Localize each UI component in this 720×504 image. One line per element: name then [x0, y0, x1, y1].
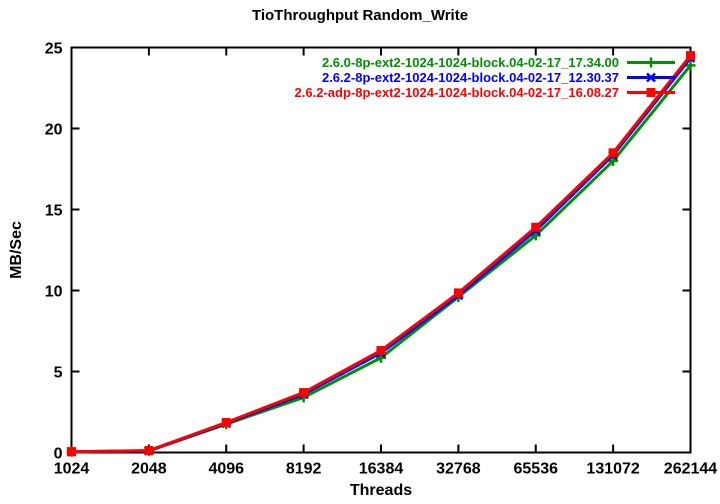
series-line-1 [71, 57, 692, 454]
data-point-marker [685, 60, 696, 71]
series-line-2 [71, 54, 692, 454]
data-point-marker [608, 148, 618, 158]
data-point-marker [221, 418, 231, 428]
x-tick-label: 8192 [286, 461, 322, 478]
legend-sample-line [627, 57, 675, 68]
y-tick-label: 10 [45, 284, 63, 301]
legend-sample-line [627, 72, 675, 83]
legend-entry: 2.6.0-8p-ext2-1024-1024-block.04-02-17_1… [322, 55, 676, 70]
data-point-marker [67, 447, 76, 457]
legend-entry-label: 2.6.2-adp-8p-ext2-1024-1024-block.04-02-… [294, 85, 619, 100]
legend-sample-line [627, 88, 675, 97]
plot-border [70, 46, 692, 454]
y-tick-label: 20 [45, 122, 63, 139]
data-point-marker [686, 51, 695, 61]
x-tick-label: 16384 [359, 461, 404, 478]
series-line-0 [71, 64, 692, 454]
cross-marker-icon [646, 72, 656, 83]
y-tick-label: 0 [54, 446, 63, 463]
y-tick-label: 25 [45, 41, 63, 58]
y-tick-label: 5 [54, 365, 63, 382]
x-tick-label: 262144 [664, 461, 717, 478]
legend-entry-label: 2.6.0-8p-ext2-1024-1024-block.04-02-17_1… [321, 55, 619, 70]
legend-entry: 2.6.2-adp-8p-ext2-1024-1024-block.04-02-… [295, 85, 676, 100]
plus-marker-icon [646, 57, 656, 68]
data-point-marker [531, 222, 541, 232]
data-point-marker [144, 446, 154, 456]
chart-title: TioThroughput Random_Write [251, 7, 469, 24]
x-tick-label: 131072 [586, 461, 639, 478]
x-tick-label: 2048 [131, 461, 167, 478]
data-point-marker [299, 388, 309, 398]
data-point-marker [376, 345, 386, 355]
x-tick-label: 65536 [514, 461, 559, 478]
y-tick-label: 15 [45, 203, 63, 220]
data-point-marker [453, 288, 463, 298]
square-marker-icon [646, 88, 656, 97]
legend-entry: 2.6.2-8p-ext2-1024-1024-block.04-02-17_1… [322, 70, 676, 85]
x-tick-label: 32768 [436, 461, 481, 478]
legend-entry-label: 2.6.2-8p-ext2-1024-1024-block.04-02-17_1… [321, 70, 619, 85]
x-axis-label: Threads [349, 482, 413, 499]
x-tick-label: 4096 [208, 461, 244, 478]
x-tick-label: 1024 [54, 461, 90, 478]
data-point-marker [608, 155, 619, 166]
